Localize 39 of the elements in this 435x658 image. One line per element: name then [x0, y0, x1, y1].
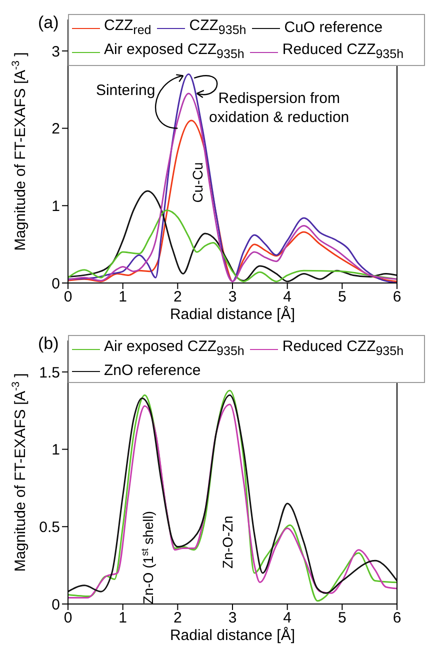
x-tick-label: 3	[228, 610, 237, 627]
legend-label: CuO reference	[284, 18, 383, 38]
x-tick-label: 4	[283, 288, 292, 306]
x-tick-label: 0	[64, 288, 72, 306]
x-axis-title: Radial distance [Å]	[170, 305, 296, 323]
x-tick-label: 6	[392, 288, 402, 306]
legend-label: Reduced CZZ$_{935h}$	[282, 40, 404, 63]
x-tick-label: 4	[283, 610, 292, 627]
x-axis-title: Radial distance [Å]	[170, 626, 296, 644]
x-tick-label: 1	[118, 610, 128, 627]
annotation: Cu-Cu	[189, 162, 206, 203]
chart-title: (a)	[38, 13, 59, 32]
y-tick-label: 1	[52, 442, 60, 459]
y-tick-label: 3	[52, 43, 60, 60]
chart-title: (b)	[38, 334, 59, 353]
x-tick-label: 5	[338, 610, 346, 627]
y-tick-label: 2	[52, 120, 60, 138]
legend-label: CZZ$_{935h}$	[189, 16, 246, 39]
x-tick-label: 2	[173, 610, 182, 627]
y-tick-label: 0.5	[39, 518, 60, 536]
legend-label: CZZ$_{red}$	[104, 16, 152, 39]
x-tick-label: 3	[228, 288, 237, 306]
x-tick-label: 5	[338, 288, 346, 306]
y-tick-label: 1.5	[39, 364, 60, 382]
x-tick-label: 6	[392, 610, 402, 627]
legend-label: Reduced CZZ$_{935h}$	[282, 337, 404, 360]
legend-label: ZnO reference	[104, 361, 201, 381]
y-tick-label: 0	[52, 275, 60, 292]
legend-label: Air exposed CZZ$_{935h}$	[104, 337, 244, 360]
line-series	[68, 210, 397, 282]
y-tick-label: 0	[52, 596, 60, 614]
legend-label: Air exposed CZZ$_{935h}$	[104, 40, 244, 63]
x-tick-label: 1	[118, 288, 128, 306]
x-tick-label: 0	[64, 610, 72, 627]
x-tick-label: 2	[173, 288, 182, 306]
y-tick-label: 1	[52, 198, 60, 215]
annotation: Redispersion from oxidation & reduction	[208, 89, 350, 128]
annotation: Sintering	[94, 81, 156, 100]
annotation: Zn-O-Zn	[220, 516, 236, 569]
